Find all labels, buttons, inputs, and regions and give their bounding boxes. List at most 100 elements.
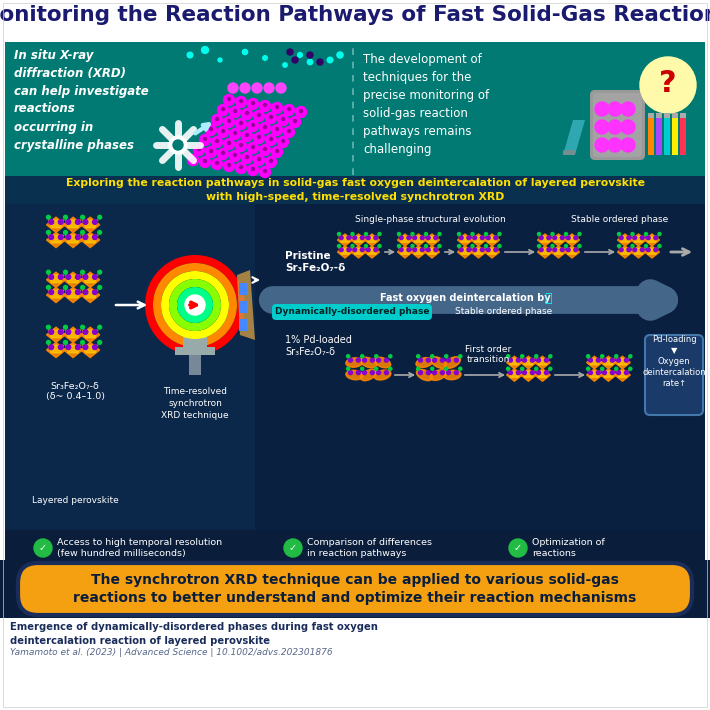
Text: Exploring the reaction pathways in solid-gas fast oxygen deintercalation of laye: Exploring the reaction pathways in solid… — [65, 178, 645, 202]
Polygon shape — [563, 120, 585, 155]
Polygon shape — [48, 220, 64, 228]
Polygon shape — [48, 290, 64, 298]
Polygon shape — [413, 248, 425, 254]
Circle shape — [417, 355, 420, 358]
Circle shape — [283, 126, 295, 138]
Polygon shape — [618, 234, 633, 246]
Circle shape — [236, 163, 246, 173]
Circle shape — [251, 146, 254, 148]
Circle shape — [217, 126, 229, 138]
Polygon shape — [586, 368, 602, 381]
Circle shape — [278, 114, 288, 126]
Circle shape — [434, 248, 437, 251]
Polygon shape — [398, 246, 413, 258]
Polygon shape — [65, 290, 81, 298]
Circle shape — [375, 355, 378, 358]
Circle shape — [222, 129, 224, 133]
Text: 1% Pd-loaded
Sr₃Fe₂O₇-δ: 1% Pd-loaded Sr₃Fe₂O₇-δ — [285, 335, 352, 356]
Text: ✓: ✓ — [289, 543, 297, 553]
Circle shape — [83, 275, 88, 279]
Circle shape — [375, 367, 378, 371]
Circle shape — [608, 102, 622, 116]
Text: Pristine
Sr₃Fe₂O₇-δ: Pristine Sr₃Fe₂O₇-δ — [285, 251, 345, 273]
Circle shape — [438, 232, 441, 236]
Polygon shape — [618, 246, 633, 258]
Circle shape — [217, 104, 229, 116]
Circle shape — [242, 50, 248, 55]
Circle shape — [239, 165, 243, 168]
Text: ✓: ✓ — [39, 543, 47, 553]
Circle shape — [83, 235, 88, 239]
Circle shape — [567, 236, 570, 239]
Circle shape — [356, 359, 360, 362]
Circle shape — [92, 345, 97, 349]
Polygon shape — [551, 246, 566, 258]
Circle shape — [258, 158, 261, 160]
Circle shape — [540, 248, 543, 251]
Circle shape — [560, 236, 564, 239]
Circle shape — [229, 129, 241, 139]
Circle shape — [287, 49, 293, 55]
Ellipse shape — [430, 356, 447, 368]
Circle shape — [540, 236, 543, 239]
Circle shape — [516, 359, 520, 362]
Text: Yamamoto et al. (2023) | Advanced Science | 10.1002/advs.202301876: Yamamoto et al. (2023) | Advanced Scienc… — [10, 648, 332, 657]
Circle shape — [619, 236, 623, 239]
Circle shape — [427, 236, 430, 239]
Circle shape — [484, 232, 488, 236]
Circle shape — [621, 120, 635, 134]
Circle shape — [200, 156, 210, 168]
Circle shape — [601, 367, 604, 371]
Circle shape — [553, 236, 557, 239]
Circle shape — [239, 143, 243, 146]
Polygon shape — [426, 248, 438, 254]
Wedge shape — [177, 287, 213, 323]
Circle shape — [75, 290, 80, 295]
Circle shape — [227, 163, 231, 167]
Polygon shape — [351, 234, 366, 246]
FancyBboxPatch shape — [18, 563, 692, 615]
Circle shape — [275, 150, 278, 153]
Circle shape — [58, 275, 63, 279]
Circle shape — [46, 285, 50, 289]
Circle shape — [440, 359, 444, 362]
Circle shape — [300, 109, 302, 112]
Circle shape — [481, 236, 484, 239]
Polygon shape — [586, 356, 602, 368]
Polygon shape — [339, 248, 351, 254]
Bar — [5, 176, 705, 204]
Text: Monitoring the Reaction Pathways of Fast Solid-Gas Reactions: Monitoring the Reaction Pathways of Fast… — [0, 5, 710, 25]
Polygon shape — [536, 359, 549, 365]
Circle shape — [631, 232, 634, 236]
Polygon shape — [337, 234, 352, 246]
Circle shape — [595, 102, 609, 116]
Polygon shape — [366, 248, 378, 254]
Circle shape — [98, 215, 102, 219]
Circle shape — [92, 329, 97, 334]
Polygon shape — [64, 342, 82, 358]
Circle shape — [346, 355, 350, 358]
Circle shape — [284, 539, 302, 557]
Circle shape — [263, 170, 266, 173]
Circle shape — [185, 295, 205, 315]
Wedge shape — [145, 255, 245, 355]
Circle shape — [611, 371, 614, 375]
Circle shape — [438, 244, 441, 248]
Circle shape — [236, 119, 246, 129]
Circle shape — [81, 215, 84, 219]
Polygon shape — [351, 246, 366, 258]
Text: Fast oxygen deintercalation by: Fast oxygen deintercalation by — [380, 293, 551, 303]
Bar — [656, 115, 662, 155]
Wedge shape — [161, 271, 229, 339]
Circle shape — [197, 148, 200, 151]
Circle shape — [353, 248, 356, 251]
Circle shape — [549, 367, 552, 371]
Polygon shape — [520, 368, 536, 381]
Circle shape — [454, 359, 459, 362]
Circle shape — [236, 141, 246, 151]
Circle shape — [457, 232, 461, 236]
Circle shape — [419, 371, 422, 375]
Polygon shape — [82, 220, 98, 228]
Circle shape — [459, 367, 462, 371]
Circle shape — [388, 367, 392, 371]
